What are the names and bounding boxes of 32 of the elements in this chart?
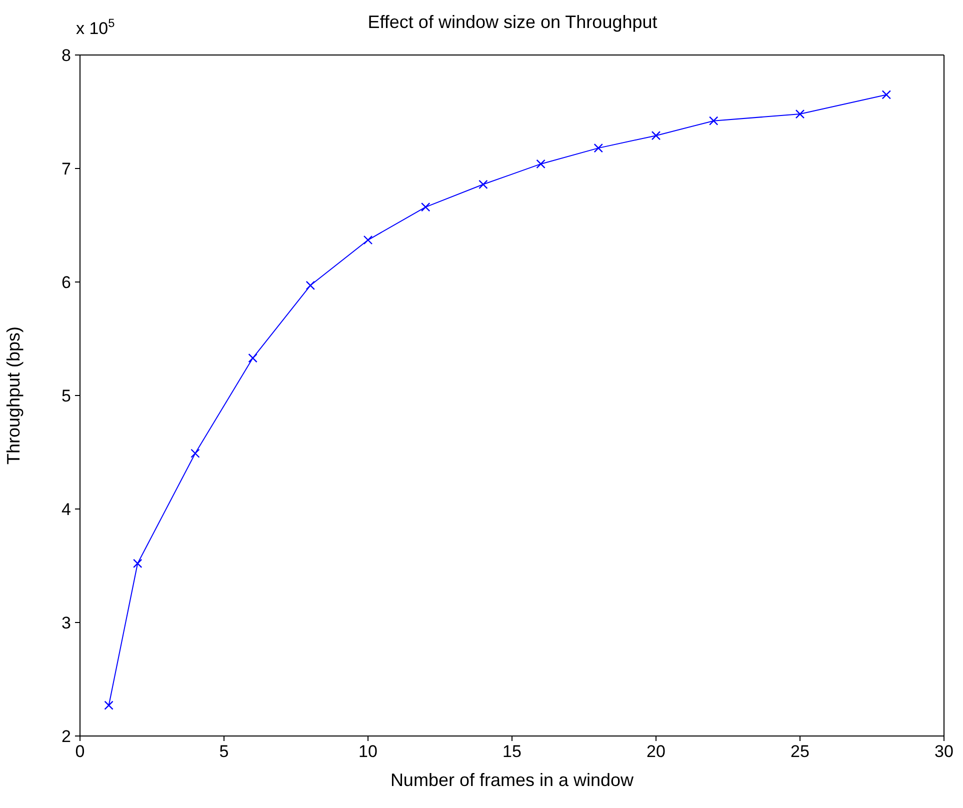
point [709, 116, 718, 126]
text: x 10$^{5}$ [76, 16, 116, 38]
y-tick-label: 4 [62, 500, 71, 520]
point [478, 180, 488, 189]
point [306, 280, 315, 290]
point [363, 235, 373, 245]
y-tick-label: 6 [62, 273, 71, 292]
point [248, 353, 258, 363]
y-axis-title: Throughput (bps) [3, 326, 24, 465]
x-axis-title: Number of frames in a window [390, 770, 635, 790]
y-tick-label: 7 [62, 160, 71, 179]
point [190, 448, 200, 458]
y-tick-label: 3 [62, 614, 71, 633]
point [536, 159, 546, 169]
x-tick-label: 10 [358, 742, 378, 762]
y-tick-label: 2 [62, 727, 71, 746]
point [104, 700, 114, 710]
point [133, 558, 142, 568]
x-tick-label: 30 [934, 742, 954, 762]
point [421, 202, 430, 212]
x-tick-label: 15 [502, 742, 522, 762]
point [882, 90, 891, 100]
y-tick-label: 5 [62, 386, 71, 406]
chart-title: Effect of window size on Throughput [368, 12, 658, 32]
y-tick-label: 8 [62, 46, 71, 66]
x-tick-label: 5 [219, 742, 229, 762]
x-tick-label: 20 [646, 742, 666, 762]
x-tick-label: 25 [790, 742, 810, 762]
point [651, 130, 661, 140]
x-tick-label: 0 [75, 742, 85, 762]
point [594, 143, 603, 153]
point [795, 109, 805, 119]
